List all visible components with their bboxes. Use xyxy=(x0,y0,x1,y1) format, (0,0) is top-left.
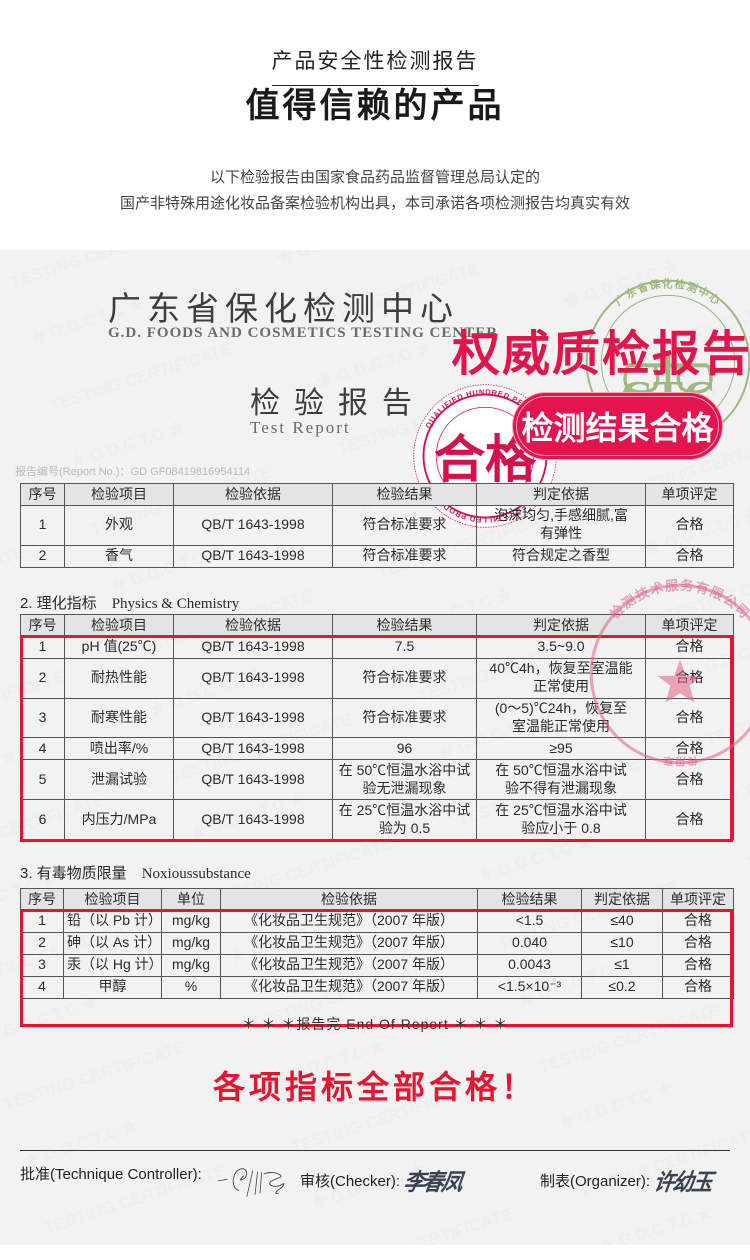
svg-text:检测技术服务有限公司: 检测技术服务有限公司 xyxy=(606,577,750,622)
svg-text:广东省保化检测中心: 广东省保化检测中心 xyxy=(612,277,723,308)
svg-text:传用章: 传用章 xyxy=(662,753,700,768)
